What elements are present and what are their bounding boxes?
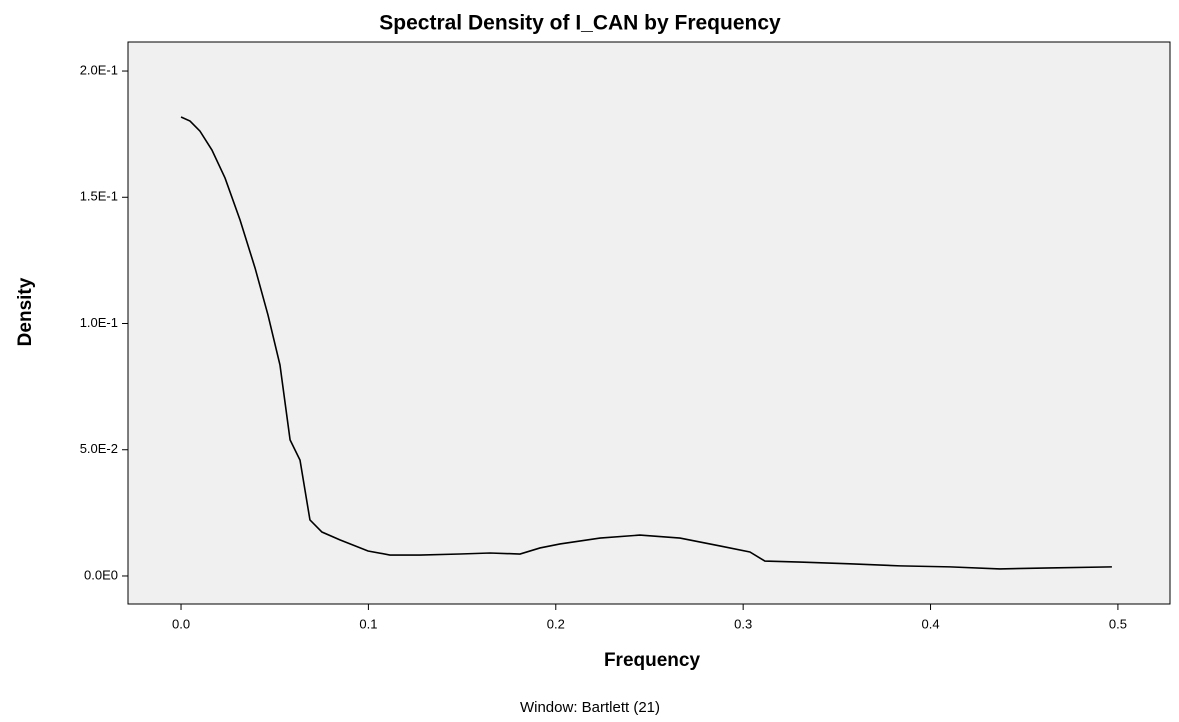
y-axis-title: Density [15,277,36,346]
x-tick-label: 0.0 [172,616,190,631]
y-tick-label: 2.0E-1 [80,62,118,77]
annotation: Window: Bartlett (21) [520,699,660,716]
plot-area [127,41,1171,605]
x-tick-label: 0.4 [921,616,939,631]
data-line [180,116,1112,570]
x-tick-label: 0.2 [547,616,565,631]
x-axis-title: Frequency [604,650,701,671]
y-tick-label: 1.0E-1 [80,315,118,330]
chart-title: Spectral Density of I_CAN by Frequency [379,12,781,35]
y-tick-label: 1.5E-1 [80,189,118,204]
x-tick-label: 0.3 [734,616,752,631]
x-tick-label: 0.1 [359,616,377,631]
y-tick-label: 0.0E0 [84,567,118,582]
x-tick-label: 0.5 [1109,616,1127,631]
y-tick-label: 5.0E-2 [80,441,118,456]
